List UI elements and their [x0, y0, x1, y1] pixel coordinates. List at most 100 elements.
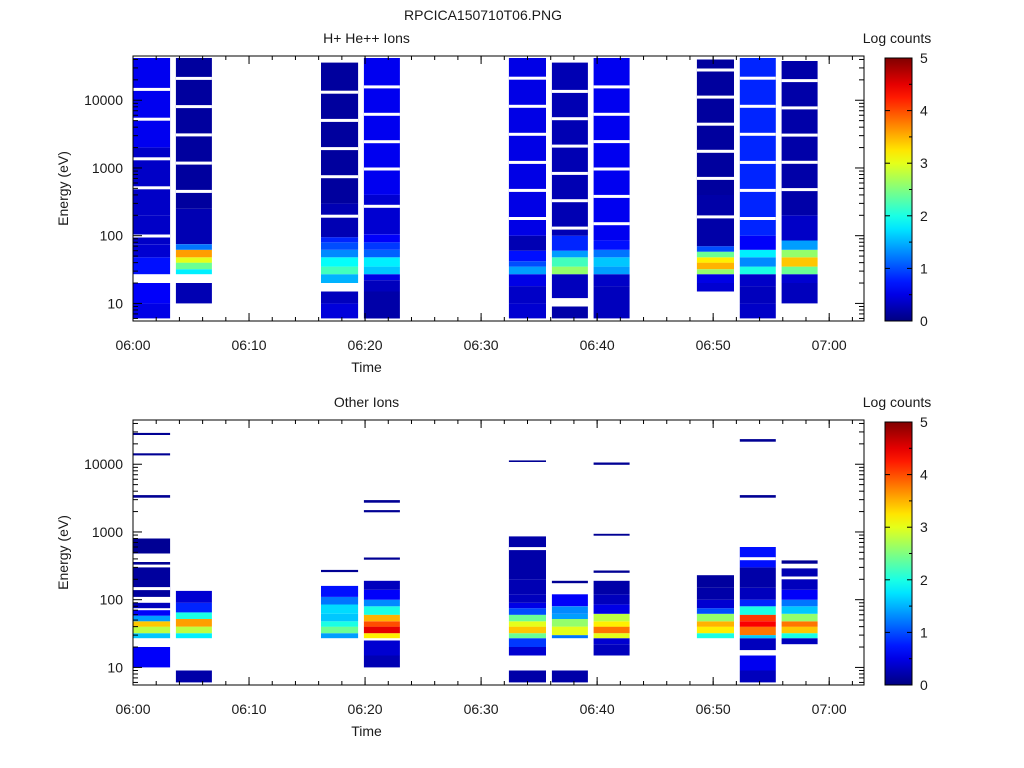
heatmap-cell: [781, 266, 818, 275]
heatmap-cell: [739, 249, 776, 258]
empty-bin: [508, 132, 546, 136]
empty-bin: [321, 118, 359, 122]
heatmap-cell: [551, 618, 588, 627]
heatmap-cell: [508, 614, 546, 622]
heatmap-cell: [593, 644, 630, 656]
heatmap-cell: [696, 283, 734, 292]
empty-bin: [321, 175, 359, 179]
heatmap-cell: [508, 250, 546, 262]
heatmap-cell: [593, 613, 630, 622]
heatmap-cell: [321, 203, 359, 238]
empty-bin: [175, 105, 212, 109]
heatmap-cell: [739, 614, 776, 622]
heatmap-cell: [551, 594, 588, 607]
empty-bin: [363, 167, 400, 171]
heatmap-cell: [696, 257, 734, 263]
heatmap-cell: [175, 249, 212, 258]
empty-bin: [696, 122, 734, 126]
heatmap-cell: [739, 638, 776, 651]
heatmap-cell: [363, 280, 400, 292]
heatmap-cell: [551, 274, 588, 299]
colorbar-tick-label: 5: [920, 50, 928, 66]
heatmap-cell: [508, 274, 546, 287]
colorbar: [884, 421, 913, 686]
empty-bin: [739, 557, 776, 561]
colorbar-tick-label: 3: [920, 155, 928, 171]
x-tick-label: 07:00: [812, 337, 847, 353]
heatmap-cell: [593, 257, 630, 267]
heatmap-cell: [781, 257, 818, 267]
heatmap-cell: [593, 626, 630, 634]
empty-bin: [321, 147, 359, 151]
heatmap-cell: [781, 240, 818, 250]
empty-bin: [508, 160, 546, 164]
heatmap-cell: [133, 633, 171, 639]
empty-bin: [133, 587, 171, 591]
heatmap-cell: [781, 599, 818, 607]
heatmap-cell: [551, 266, 588, 275]
heatmap-cell: [696, 246, 734, 252]
heatmap-cell: [739, 587, 776, 600]
heatmap-cell: [363, 274, 400, 281]
heatmap-cell: [133, 567, 171, 597]
heatmap-cell: [321, 613, 359, 622]
heatmap-cell: [593, 462, 630, 465]
heatmap-cell: [551, 626, 588, 636]
empty-bin: [175, 133, 212, 137]
empty-bin: [781, 79, 818, 83]
empty-bin: [551, 89, 588, 93]
heatmap-cell: [508, 460, 546, 462]
heatmap-cell: [363, 234, 400, 243]
empty-bin: [696, 68, 734, 72]
heatmap-cell: [551, 250, 588, 258]
empty-bin: [175, 189, 212, 193]
heatmap-cell: [175, 283, 212, 304]
heatmap-cell: [739, 58, 776, 236]
heatmap-cell: [593, 633, 630, 639]
heatmap-cell: [363, 242, 400, 250]
heatmap-cell: [175, 262, 212, 270]
heatmap-cell: [363, 500, 400, 503]
heatmap-cell: [551, 257, 588, 267]
heatmap-cell: [133, 244, 171, 258]
heatmap-cell: [363, 510, 400, 513]
heatmap-cell: [321, 621, 359, 627]
heatmap-cell: [739, 266, 776, 275]
heatmap-cells: [133, 432, 818, 683]
heatmap-cell: [781, 61, 818, 216]
heatmap-cell: [739, 257, 776, 267]
x-tick-label: 06:00: [115, 701, 150, 717]
heatmap-cell: [508, 626, 546, 634]
heatmap-cell: [133, 647, 171, 668]
heatmap-cell: [696, 599, 734, 609]
heatmap-cell: [133, 610, 171, 616]
empty-bin: [508, 76, 546, 80]
heatmap-cell: [363, 580, 400, 590]
empty-bin: [508, 547, 546, 551]
empty-bin: [593, 222, 630, 226]
y-tick-label: 1000: [92, 524, 123, 540]
heatmap-cell: [696, 274, 734, 283]
heatmap-cell: [551, 613, 588, 619]
heatmap-cell: [781, 283, 818, 304]
heatmap-cell: [696, 262, 734, 270]
panel-other-ions: 06:00 06:10 06:20 06:30 06:40 06:50 07:0010100…: [55, 394, 931, 739]
heatmap-cell: [133, 432, 171, 435]
heatmap-cell: [175, 612, 212, 619]
heatmap-cell: [696, 587, 734, 600]
colorbar-tick-label: 4: [920, 103, 928, 119]
heatmap-cell: [739, 635, 776, 639]
x-tick-label: 06:40: [580, 337, 615, 353]
heatmap-cell: [133, 58, 171, 148]
colorbar-tick-label: 4: [920, 467, 928, 483]
heatmap-cell: [739, 495, 776, 498]
empty-bin: [363, 85, 400, 89]
heatmap-cell: [781, 613, 818, 622]
heatmap-cell: [739, 606, 776, 615]
heatmap-cell: [593, 266, 630, 275]
heatmap-cell: [593, 249, 630, 258]
heatmap-cell: [363, 194, 400, 235]
heatmap-cell: [321, 633, 359, 639]
heatmap-cell: [781, 589, 818, 600]
